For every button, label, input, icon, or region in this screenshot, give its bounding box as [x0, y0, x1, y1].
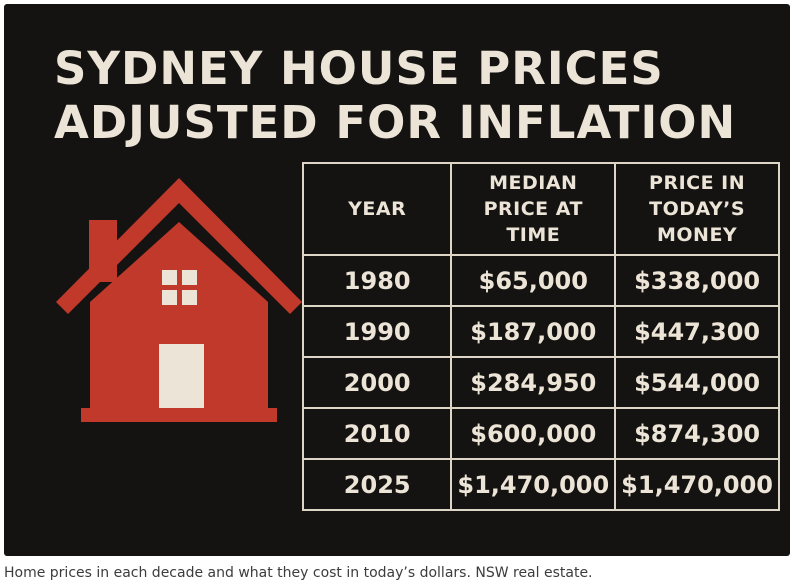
image-caption: Home prices in each decade and what they… [4, 565, 593, 581]
table-row: 1980 $65,000 $338,000 [301, 254, 780, 307]
cell-median-price: $187,000 [450, 305, 617, 358]
header-todays-money: PRICE IN TODAY’S MONEY [614, 162, 780, 256]
cell-median-price: $284,950 [450, 356, 617, 409]
table-header-row: YEAR MEDIAN PRICE AT TIME PRICE IN TODAY… [301, 162, 780, 256]
cell-year: 2025 [301, 458, 453, 511]
cell-todays-price: $338,000 [614, 254, 780, 307]
header-median-price: MEDIAN PRICE AT TIME [450, 162, 617, 256]
poster-title: SYDNEY HOUSE PRICES ADJUSTED FOR INFLATI… [54, 42, 736, 150]
title-line-2: ADJUSTED FOR INFLATION [54, 96, 737, 149]
cell-year: 2010 [301, 407, 453, 460]
cell-year: 1980 [301, 254, 453, 307]
header-year: YEAR [301, 162, 453, 256]
cell-median-price: $65,000 [450, 254, 617, 307]
table-row: 2010 $600,000 $874,300 [301, 407, 780, 460]
cell-median-price: $600,000 [450, 407, 617, 460]
cell-todays-price: $544,000 [614, 356, 780, 409]
title-line-1: SYDNEY HOUSE PRICES [54, 42, 664, 95]
cell-year: 2000 [301, 356, 453, 409]
house-base [81, 408, 277, 422]
table-row: 2000 $284,950 $544,000 [301, 356, 780, 409]
house-body [90, 222, 268, 410]
cell-todays-price: $1,470,000 [614, 458, 780, 511]
infographic-poster: SYDNEY HOUSE PRICES ADJUSTED FOR INFLATI… [4, 4, 790, 556]
house-window [162, 270, 197, 305]
table-row: 1990 $187,000 $447,300 [301, 305, 780, 358]
cell-todays-price: $447,300 [614, 305, 780, 358]
cell-median-price: $1,470,000 [450, 458, 617, 511]
price-table: YEAR MEDIAN PRICE AT TIME PRICE IN TODAY… [301, 162, 780, 511]
cell-todays-price: $874,300 [614, 407, 780, 460]
house-door [159, 344, 204, 408]
house-roof [56, 178, 302, 314]
house-icon [56, 178, 302, 422]
table-row: 2025 $1,470,000 $1,470,000 [301, 458, 780, 511]
cell-year: 1990 [301, 305, 453, 358]
